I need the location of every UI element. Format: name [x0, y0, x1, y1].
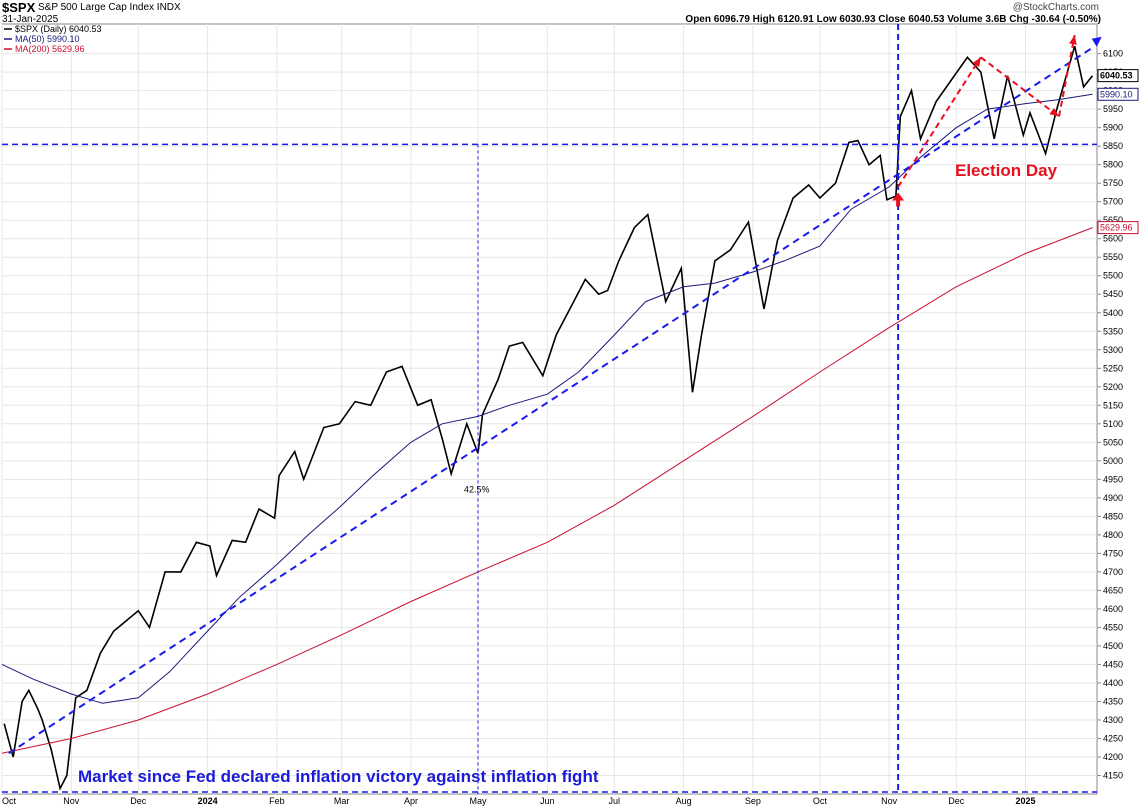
x-tick-label: Sep	[745, 796, 761, 806]
y-tick-label: 5750	[1103, 178, 1123, 188]
x-tick-label: Oct	[813, 796, 828, 806]
y-tick-label: 4900	[1103, 493, 1123, 503]
y-tick-label: 4150	[1103, 770, 1123, 780]
plot-area	[1, 23, 1098, 795]
y-tick-label: 5150	[1103, 400, 1123, 410]
price-label-close: 6040.53	[1100, 71, 1133, 81]
legend-label: MA(50) 5990.10	[15, 34, 80, 44]
y-tick-label: 5500	[1103, 271, 1123, 281]
y-tick-label: 5350	[1103, 326, 1123, 336]
y-tick-label: 5550	[1103, 252, 1123, 262]
y-tick-label: 4200	[1103, 752, 1123, 762]
price-label-close-box	[1097, 69, 1139, 83]
y-tick-label: 5000	[1103, 456, 1123, 466]
chart-date: 31-Jan-2025	[2, 14, 59, 25]
y-tick-label: 4850	[1103, 511, 1123, 521]
x-tick-label: Mar	[334, 796, 350, 806]
y-tick-label: 4500	[1103, 641, 1123, 651]
chart-index-name: S&P 500 Large Cap Index	[38, 2, 155, 13]
y-tick-label: 4800	[1103, 530, 1123, 540]
y-tick-label: 4450	[1103, 659, 1123, 669]
y-tick-label: 5100	[1103, 419, 1123, 429]
y-tick-label: 5900	[1103, 123, 1123, 133]
y-tick-label: 5450	[1103, 289, 1123, 299]
x-tick-label: Jul	[609, 796, 621, 806]
y-tick-label: 4550	[1103, 622, 1123, 632]
copyright-text: @StockCharts.com	[1012, 2, 1099, 13]
x-tick-label: Dec	[130, 796, 147, 806]
price-label-ma50-box	[1097, 87, 1139, 101]
legend-label: $SPX (Daily) 6040.53	[15, 24, 102, 34]
price-label-ma200-box	[1097, 221, 1139, 235]
red-arrow-line	[897, 56, 982, 188]
x-tick-label: Aug	[676, 796, 692, 806]
y-tick-label: 5200	[1103, 382, 1123, 392]
price-label-ma200: 5629.96	[1100, 223, 1133, 233]
y-tick-label: 4250	[1103, 733, 1123, 743]
red-arrow-line	[980, 56, 1060, 118]
red-arrow-line	[1058, 34, 1076, 117]
legend-label: MA(200) 5629.96	[15, 44, 85, 54]
election-day-label: Election Day	[955, 161, 1058, 180]
y-tick-label: 4950	[1103, 474, 1123, 484]
y-tick-label: 4600	[1103, 604, 1123, 614]
y-tick-label: 5400	[1103, 308, 1123, 318]
y-tick-label: 6100	[1103, 49, 1123, 59]
bottom-caption: Market since Fed declared inflation vict…	[78, 767, 599, 786]
election-up-arrow	[892, 192, 905, 207]
red-arrow-head	[1069, 35, 1077, 45]
y-tick-label: 5700	[1103, 197, 1123, 207]
x-tick-label: Apr	[404, 796, 418, 806]
y-grid: 4150 4200 4250 4300 4350 4400 4450 4500 4550 4600…	[2, 49, 1123, 780]
y-tick-label: 5250	[1103, 363, 1123, 373]
x-tick-label: Nov	[881, 796, 898, 806]
y-tick-label: 4650	[1103, 585, 1123, 595]
y-tick-label: 5300	[1103, 345, 1123, 355]
red-arrow-head	[1049, 107, 1060, 117]
y-tick-label: 4400	[1103, 678, 1123, 688]
chart-exchange: INDX	[156, 2, 181, 13]
x-tick-label: Oct	[2, 796, 17, 806]
y-tick-label: 5850	[1103, 141, 1123, 151]
x-tick-label: May	[469, 796, 487, 806]
series-line-ma200	[1, 227, 1093, 754]
gain-percent-label: 42.5%	[464, 485, 490, 495]
y-tick-label: 5650	[1103, 215, 1123, 225]
quote-line: Open 6096.79 High 6120.91 Low 6030.93 Cl…	[685, 14, 1101, 25]
price-label-ma50: 5990.10	[1100, 89, 1133, 99]
x-tick-label: Jun	[540, 796, 555, 806]
series-line-spx	[3, 45, 1094, 791]
y-tick-label: 4300	[1103, 715, 1123, 725]
y-tick-label: 5600	[1103, 234, 1123, 244]
chart-symbol: $SPX	[2, 0, 36, 15]
y-tick-label: 5800	[1103, 160, 1123, 170]
x-grid: Oct Nov Dec 2024 Feb Mar Apr May Jun Jul Aug Sep Oct…	[1, 24, 1036, 806]
x-tick-label: 2024	[198, 796, 218, 806]
red-arrow-head	[972, 57, 981, 68]
x-tick-label: 2025	[1015, 796, 1035, 806]
x-tick-label: Dec	[948, 796, 965, 806]
y-tick-label: 4700	[1103, 567, 1123, 577]
x-tick-label: Nov	[63, 796, 80, 806]
y-tick-label: 4350	[1103, 696, 1123, 706]
trend-arrow-head	[1091, 36, 1102, 47]
x-tick-label: Feb	[269, 796, 285, 806]
y-tick-label: 5050	[1103, 437, 1123, 447]
y-tick-label: 5950	[1103, 104, 1123, 114]
y-tick-label: 4750	[1103, 548, 1123, 558]
